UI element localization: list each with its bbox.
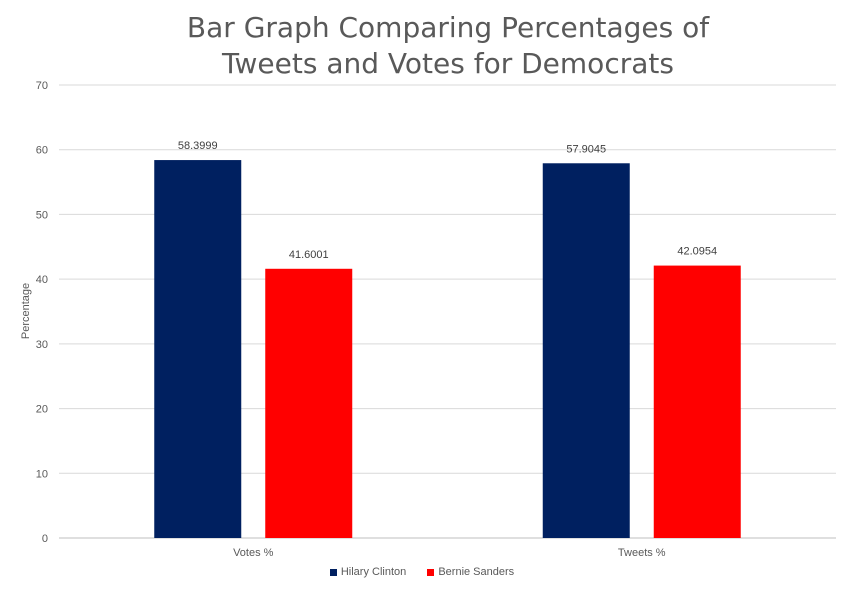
y-tick-label-40: 40 bbox=[36, 274, 48, 286]
bar-hilary-clinton-1 bbox=[542, 163, 630, 539]
y-tick-label-20: 20 bbox=[36, 404, 48, 416]
data-label-bernie-sanders-0: 41.6001 bbox=[289, 249, 329, 261]
legend-item-bernie-sanders: Bernie Sanders bbox=[427, 566, 514, 578]
data-labels: 58.3999 41.6001 57.9045 42.0954 bbox=[178, 140, 717, 261]
y-tick-label-0: 0 bbox=[42, 533, 48, 545]
chart-title-line-1: Bar Graph Comparing Percentages of bbox=[186, 11, 710, 44]
chart-title-line-2: Tweets and Votes for Democrats bbox=[222, 47, 674, 80]
legend: Hilary Clinton Bernie Sanders bbox=[0, 566, 844, 579]
legend-swatch-bernie-sanders bbox=[427, 568, 435, 576]
bar-bernie-sanders-0 bbox=[265, 268, 353, 538]
bars bbox=[154, 160, 741, 539]
y-tick-label-10: 10 bbox=[36, 468, 48, 480]
y-axis-label: Percentage bbox=[20, 283, 32, 339]
x-axis-ticks: Votes % Tweets % bbox=[233, 547, 666, 559]
x-tick-label-1: Tweets % bbox=[618, 547, 666, 559]
legend-swatch-hilary-clinton bbox=[329, 568, 337, 576]
chart-title: Bar Graph Comparing Percentages of Tweet… bbox=[0, 10, 844, 82]
y-tick-label-60: 60 bbox=[36, 145, 48, 157]
data-label-hilary-clinton-1: 57.9045 bbox=[566, 143, 606, 155]
data-label-bernie-sanders-1: 42.0954 bbox=[677, 246, 717, 258]
y-axis-ticks: 0 10 20 30 40 50 60 70 bbox=[36, 80, 48, 545]
legend-item-hilary-clinton: Hilary Clinton bbox=[329, 566, 407, 578]
bar-bernie-sanders-1 bbox=[653, 265, 741, 538]
legend-label-bernie-sanders: Bernie Sanders bbox=[438, 566, 515, 578]
y-tick-label-50: 50 bbox=[36, 209, 48, 221]
x-tick-label-0: Votes % bbox=[233, 547, 274, 559]
y-tick-label-70: 70 bbox=[36, 80, 48, 92]
y-tick-label-30: 30 bbox=[36, 339, 48, 351]
legend-label-hilary-clinton: Hilary Clinton bbox=[340, 566, 407, 578]
bar-hilary-clinton-0 bbox=[154, 160, 242, 538]
data-label-hilary-clinton-0: 58.3999 bbox=[178, 140, 218, 152]
